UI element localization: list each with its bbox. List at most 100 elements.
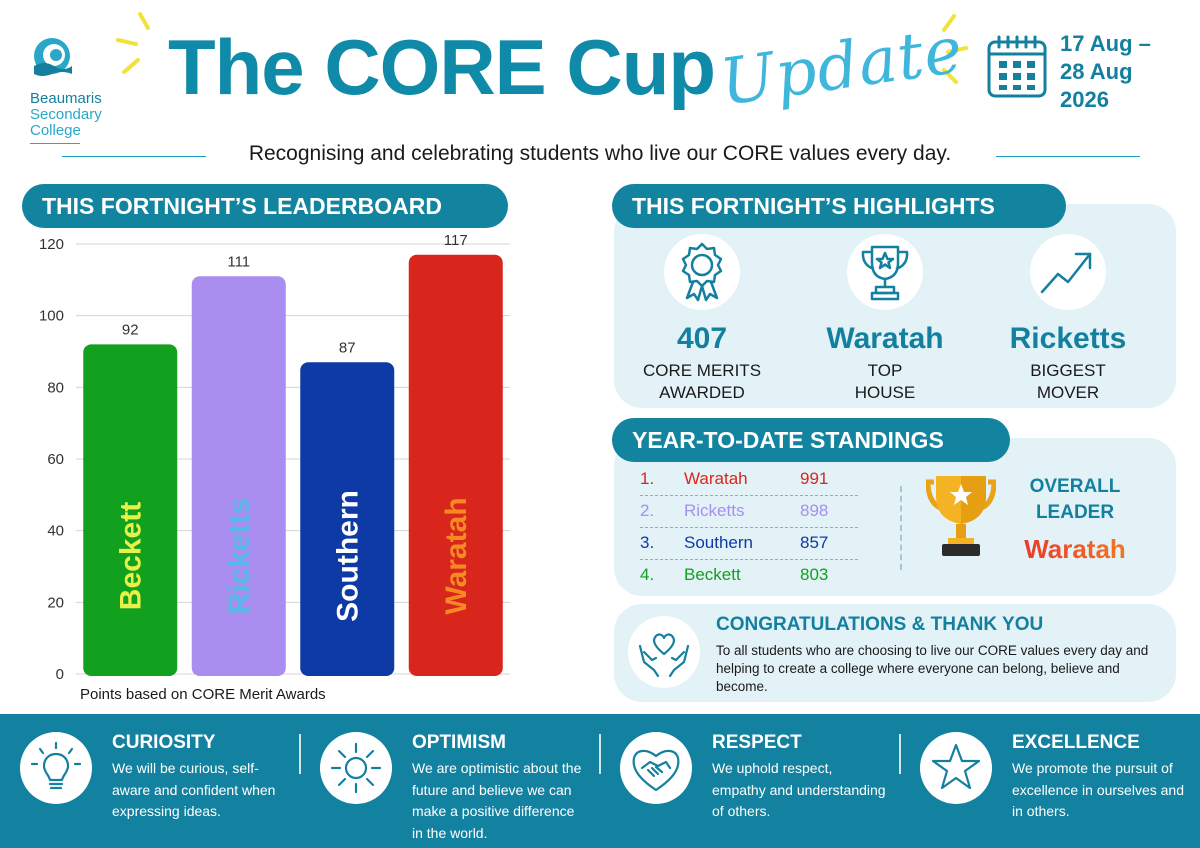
subtitle-rule-left [62,156,206,157]
value-respect: RESPECT We uphold respect, empathy and u… [600,714,900,848]
standings-heading: YEAR-TO-DATE STANDINGS [612,418,1010,462]
bar-southern [300,362,395,676]
value-optimism: OPTIMISM We are optimistic about the fut… [300,714,600,848]
logo-underline [30,143,80,144]
bar-category-label: Southern [331,490,364,622]
value-excellence-title: EXCELLENCE [1012,732,1140,753]
date-line2: 28 Aug [1060,59,1133,84]
y-tick-label: 60 [47,451,64,468]
standings-house: Ricketts [684,501,745,520]
gold-trophy-icon [926,476,996,556]
sun-icon [320,732,392,804]
merits-value: 407 [676,322,728,355]
bar-category-label: Ricketts [223,498,256,615]
bar-beckett [83,344,178,676]
overall-label1: OVERALL [1029,476,1121,497]
core-values-footer: CURIOSITY We will be curious, self-aware… [0,714,1200,848]
award-rosette-icon [664,234,740,310]
wave-logo-icon [34,38,72,76]
lightbulb-icon [20,732,92,804]
highlight-merits: 407 CORE MERITS AWARDED [612,234,792,404]
standings-points: 898 [800,501,829,520]
biggest-mover-value: Ricketts [1009,322,1127,355]
overall-leader-name: Waratah [990,534,1160,565]
bar-value-label: 111 [227,253,250,270]
bar-value-label: 117 [444,232,468,249]
date-range: 17 Aug – 28 Aug 2026 [1060,30,1151,114]
top-house-label2: HOUSE [854,383,916,402]
highlight-top-house: Waratah TOP HOUSE [795,234,975,404]
bar-value-label: 92 [122,321,139,338]
standings-rank: 4. [640,565,655,584]
highlights-heading: THIS FORTNIGHT’S HIGHLIGHTS [612,184,1066,228]
y-tick-label: 20 [47,594,64,611]
value-separator [899,734,901,774]
standings-house: Southern [684,533,753,552]
value-respect-title: RESPECT [712,732,802,753]
standings-points: 857 [800,533,829,552]
trend-up-icon [1030,234,1106,310]
date-line3: 2026 [1060,87,1109,112]
standings-rank: 2. [640,501,655,520]
value-separator [299,734,301,774]
bar-value-label: 87 [339,339,356,356]
bar-ricketts [191,276,286,676]
biggest-mover-label1: BIGGEST [1030,361,1106,380]
y-tick-label: 100 [39,308,64,325]
congrats-panel [614,604,1176,702]
standings-points: 991 [800,469,829,488]
y-tick-label: 0 [56,666,64,683]
top-house-label1: TOP [867,361,903,380]
value-curiosity-title: CURIOSITY [112,732,216,753]
college-logo: Beaumaris Secondary College [30,36,120,144]
standings-rank: 1. [640,469,655,488]
handshake-heart-icon [620,732,692,804]
overall-label2: LEADER [1035,502,1115,523]
logo-line2: Secondary [30,106,102,123]
congrats-title: CONGRATULATIONS & THANK YOU [716,614,1044,635]
value-respect-text: We uphold respect, empathy and understan… [712,760,886,819]
logo-line3: College [30,122,81,139]
standings-row: 1. Waratah 991 [640,464,858,496]
page-title: The CORE Cup [168,23,716,111]
standings-house: Waratah [684,469,748,488]
standings-house: Beckett [684,565,741,584]
standings-row: 2. Ricketts 898 [640,496,858,528]
merits-label1: CORE MERITS [642,361,762,380]
value-optimism-text: We are optimistic about the future and b… [412,760,582,841]
value-curiosity: CURIOSITY We will be curious, self-aware… [0,714,300,848]
standings-points: 803 [800,565,829,584]
standings-row: 4. Beckett 803 [640,560,858,592]
standings-row: 3. Southern 857 [640,528,858,560]
value-excellence: EXCELLENCE We promote the pursuit of exc… [900,714,1200,848]
leaderboard-heading: THIS FORTNIGHT’S LEADERBOARD [22,184,508,228]
leaderboard-bar-chart: 0 20 40 60 80 100 120 92 Beckett 111 Ricketts 87 Sou… [39,232,510,683]
date-line1: 17 Aug – [1060,31,1151,56]
standings-divider [900,486,902,570]
value-excellence-text: We promote the pursuit of excellence in … [1012,760,1184,819]
y-tick-label: 40 [47,523,64,540]
sparkle-burst-left-icon [116,12,150,74]
value-optimism-title: OPTIMISM [412,732,506,753]
caring-hands-heart-icon [628,616,700,688]
bar-category-label: Waratah [440,497,473,614]
standings-rank: 3. [640,533,655,552]
calendar-icon [987,35,1047,98]
y-tick-label: 80 [47,379,64,396]
overall-leader-label: OVERALL LEADER [1000,474,1150,526]
bar-waratah [408,254,503,676]
top-house-value: Waratah [826,322,944,355]
y-tick-label: 120 [39,236,64,253]
subtitle-rule-right [996,156,1140,157]
highlight-biggest-mover: Ricketts BIGGEST MOVER [978,234,1158,404]
bar-category-label: Beckett [114,502,147,610]
value-separator [599,734,601,774]
star-icon [920,732,992,804]
update-script-title: Update [716,13,968,121]
congrats-text: To all students who are choosing to live… [716,643,1149,694]
merits-label2: AWARDED [659,383,745,402]
chart-note: Points based on CORE Merit Awards [80,686,326,703]
subtitle: Recognising and celebrating students who… [248,142,952,165]
trophy-icon [847,234,923,310]
biggest-mover-label2: MOVER [1036,383,1100,402]
